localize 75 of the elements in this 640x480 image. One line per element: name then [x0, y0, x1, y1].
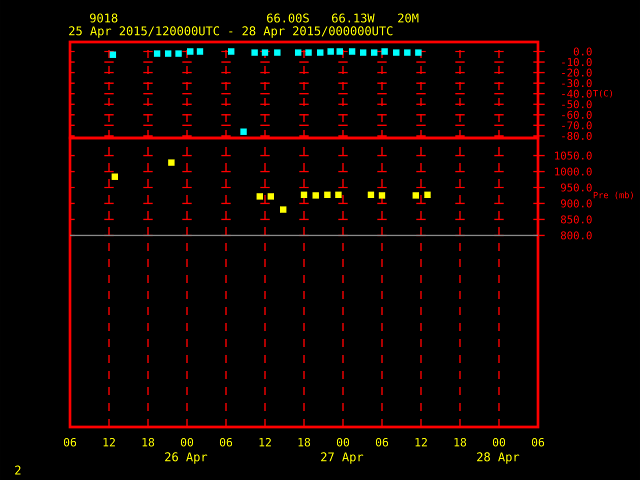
text: 66.00S: [267, 13, 309, 23]
point: [240, 128, 247, 135]
point: [336, 48, 343, 55]
x-tick-label: 00: [492, 438, 506, 447]
y-tick-label: 900.0: [560, 199, 592, 208]
point: [317, 49, 324, 56]
point: [228, 48, 234, 55]
text: 27 Apr: [321, 452, 364, 464]
x-tick-label: 18: [298, 438, 310, 447]
y-tick-label: -60.0: [562, 110, 592, 119]
point: [294, 49, 302, 56]
point: [112, 173, 118, 180]
text: 20M: [398, 13, 418, 23]
point: [187, 48, 194, 55]
y-tick-label: 1000.0: [555, 167, 592, 176]
text: 26 Apr: [165, 452, 208, 464]
point: [312, 192, 319, 199]
text: 2: [15, 466, 20, 474]
point: [335, 192, 342, 198]
x-tick-label: 18: [142, 438, 154, 447]
x-tick-label: 12: [104, 438, 115, 446]
y-tick-label: 850.0: [560, 215, 592, 224]
y-axis-title: T(C): [593, 90, 612, 98]
point: [256, 193, 263, 200]
y-tick-label: 0.0: [574, 47, 592, 56]
point: [168, 159, 175, 166]
point: [110, 51, 116, 58]
x-tick-label: 18: [454, 438, 466, 447]
y-tick-label: -30.0: [562, 79, 592, 88]
point: [424, 192, 431, 198]
point: [381, 48, 388, 55]
point: [360, 49, 366, 56]
point: [412, 192, 419, 199]
text: 28 Apr: [477, 452, 520, 464]
point: [164, 50, 172, 57]
point: [196, 48, 204, 55]
point: [300, 192, 308, 198]
point: [305, 49, 312, 56]
x-tick-label: 06: [532, 438, 544, 447]
x-tick-label: 12: [260, 438, 271, 446]
point: [327, 48, 334, 55]
y-tick-label: -10.0: [562, 58, 592, 66]
x-tick-label: 06: [64, 438, 76, 447]
y-tick-label: -70.0: [562, 121, 592, 130]
x-tick-label: 00: [180, 438, 194, 447]
y-tick-label: -80.0: [562, 132, 592, 140]
point: [378, 192, 386, 199]
x-tick-label: 12: [416, 438, 427, 446]
y-tick-label: -40.0: [562, 90, 592, 98]
x-tick-label: 06: [220, 438, 232, 447]
point: [175, 50, 182, 57]
point: [262, 49, 268, 56]
point: [268, 193, 274, 200]
x-tick-label: 06: [376, 438, 388, 447]
point: [404, 49, 411, 56]
point: [280, 206, 286, 213]
y-tick-label: 950.0: [560, 183, 592, 192]
point: [393, 49, 400, 56]
point: [251, 49, 258, 56]
point: [324, 192, 331, 198]
y-tick-label: 1050.0: [555, 152, 592, 160]
y-axis-title: Pre (mb): [594, 192, 633, 200]
chart-title: 9018: [90, 13, 118, 23]
y-tick-label: -20.0: [562, 68, 592, 77]
point: [368, 192, 374, 198]
point: [415, 49, 422, 56]
y-tick-label: -50.0: [562, 100, 592, 108]
point: [370, 49, 378, 56]
chart-subtitle: 25 Apr 2015/120000UTC - 28 Apr 2015/000000UTC: [69, 26, 392, 38]
point: [274, 49, 281, 56]
point: [154, 50, 160, 57]
x-tick-label: 00: [336, 438, 350, 447]
point: [348, 48, 356, 55]
y-tick-label: 800.0: [560, 231, 592, 240]
text: 66.13W: [332, 13, 375, 23]
